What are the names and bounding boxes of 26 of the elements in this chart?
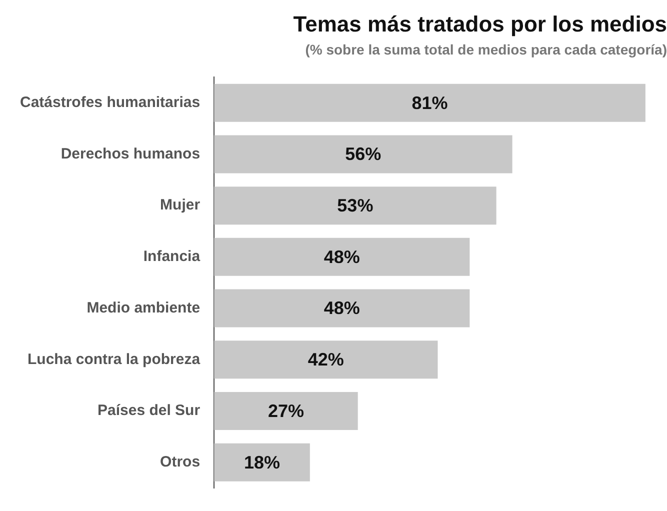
chart-title: Temas más tratados por los medios bbox=[293, 11, 667, 36]
data-label: 81% bbox=[412, 92, 448, 113]
bar bbox=[214, 135, 512, 174]
bar bbox=[214, 84, 646, 122]
y-tick-label: Lucha contra la pobreza bbox=[28, 350, 201, 368]
y-tick-label: Catástrofes humanitarias bbox=[20, 94, 200, 112]
data-label: 56% bbox=[345, 144, 382, 164]
bar bbox=[214, 443, 310, 482]
bar bbox=[214, 340, 438, 379]
data-label: 53% bbox=[337, 196, 374, 216]
chart-subtitle: (% sobre la suma total de medios para cada categoría) bbox=[305, 42, 667, 58]
y-tick-label: Medio ambiente bbox=[86, 299, 200, 316]
y-tick-label: Otros bbox=[160, 453, 200, 470]
y-tick-label: Países del Sur bbox=[97, 402, 200, 420]
data-label: 27% bbox=[268, 400, 304, 421]
data-label: 42% bbox=[308, 350, 344, 370]
y-tick-label: Infancia bbox=[143, 248, 201, 266]
bar bbox=[214, 392, 358, 430]
data-label: 48% bbox=[324, 246, 360, 267]
data-label: 18% bbox=[244, 452, 280, 472]
y-tick-label: Derechos humanos bbox=[60, 145, 200, 162]
data-label: 48% bbox=[324, 298, 360, 318]
bar bbox=[214, 186, 496, 225]
y-tick-label: Mujer bbox=[160, 196, 200, 214]
bar bbox=[214, 238, 470, 276]
bar bbox=[214, 289, 470, 328]
